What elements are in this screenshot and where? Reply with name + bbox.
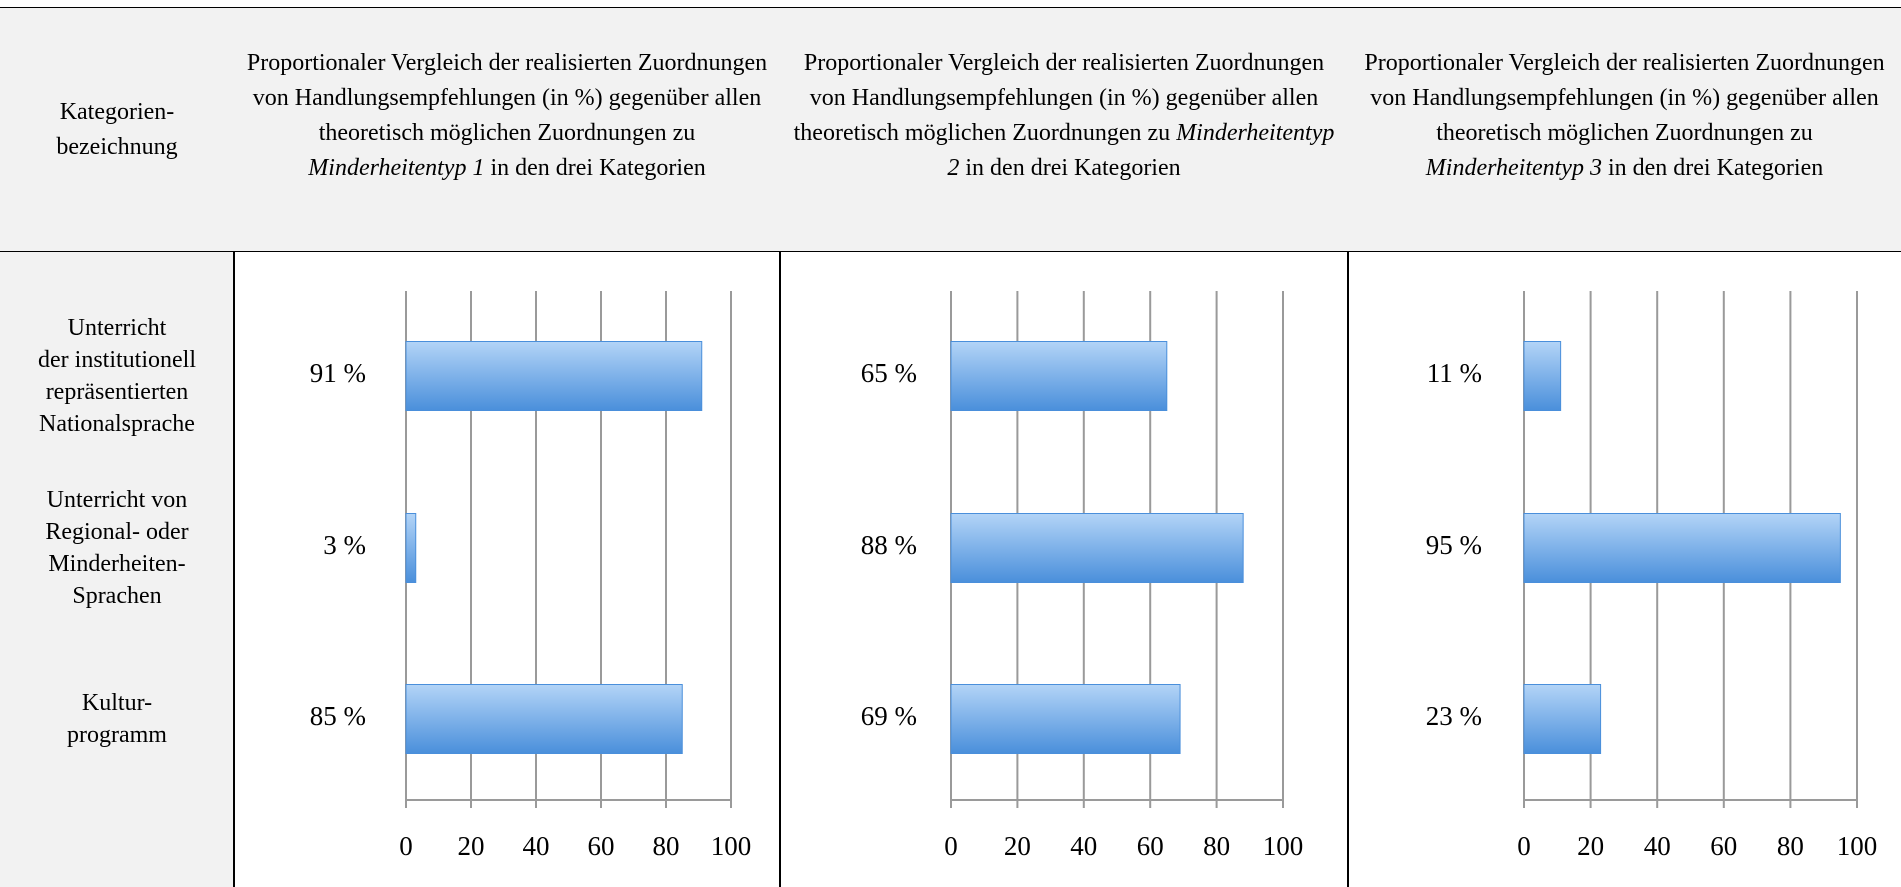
header-italic: Minderheitentyp 1 xyxy=(308,155,485,181)
value-label: 65 % xyxy=(861,358,917,388)
header-italic: Minderheitentyp 3 xyxy=(1425,155,1602,181)
value-label: 23 % xyxy=(1426,701,1482,731)
x-tick-label: 40 xyxy=(523,831,550,861)
value-label: 91 % xyxy=(310,358,366,388)
value-label: 85 % xyxy=(310,701,366,731)
value-label: 88 % xyxy=(861,530,917,560)
value-label: 3 % xyxy=(323,530,366,560)
bar xyxy=(1523,513,1841,583)
bar xyxy=(950,684,1181,754)
header-text: in den drei Kategorien xyxy=(490,155,706,181)
x-tick-label: 60 xyxy=(1710,831,1737,861)
x-tick-label: 80 xyxy=(1777,831,1804,861)
x-tick-label: 80 xyxy=(653,831,680,861)
bar xyxy=(950,341,1168,411)
bar xyxy=(405,341,703,411)
bar xyxy=(405,513,417,583)
header-text: in den drei Kategorien xyxy=(965,155,1181,181)
x-tick-label: 60 xyxy=(1137,831,1164,861)
x-tick-label: 40 xyxy=(1070,831,1097,861)
header-text: Proportionaler Vergleich der realisierte… xyxy=(1364,50,1885,146)
value-label: 11 % xyxy=(1427,358,1482,388)
corner-header: Kategorien- bezeichnung xyxy=(0,8,234,251)
header-text: Proportionaler Vergleich der realisierte… xyxy=(793,50,1325,146)
x-tick-label: 60 xyxy=(588,831,615,861)
column-header: Proportionaler Vergleich der realisierte… xyxy=(234,8,780,251)
x-tick-label: 100 xyxy=(1263,831,1304,861)
bar xyxy=(405,684,683,754)
bar xyxy=(1523,684,1602,754)
value-label: 69 % xyxy=(861,701,917,731)
header-text: Proportionaler Vergleich der realisierte… xyxy=(246,50,768,146)
x-tick-label: 0 xyxy=(399,831,413,861)
x-tick-label: 20 xyxy=(1004,831,1031,861)
header-text: in den drei Kategorien xyxy=(1607,155,1824,181)
x-tick-label: 100 xyxy=(1837,831,1878,861)
x-tick-label: 0 xyxy=(1517,831,1531,861)
x-tick-label: 40 xyxy=(1644,831,1671,861)
x-tick-label: 20 xyxy=(458,831,485,861)
row-label: Kultur- programm xyxy=(67,690,167,748)
header-italic: Minderheitentyp 2 xyxy=(947,120,1335,181)
x-tick-label: 0 xyxy=(944,831,958,861)
bar xyxy=(1523,341,1562,411)
column-header: Proportionaler Vergleich der realisierte… xyxy=(1348,8,1901,251)
row-label: Unterricht von Regional- oder Minderheit… xyxy=(45,487,189,609)
x-tick-label: 80 xyxy=(1203,831,1230,861)
value-label: 95 % xyxy=(1426,530,1482,560)
left-column-bg xyxy=(0,251,234,887)
bar xyxy=(950,513,1244,583)
x-tick-label: 20 xyxy=(1577,831,1604,861)
x-tick-label: 100 xyxy=(711,831,752,861)
column-header: Proportionaler Vergleich der realisierte… xyxy=(780,8,1348,251)
row-label: Unterricht der institutionell repräsenti… xyxy=(38,315,196,437)
